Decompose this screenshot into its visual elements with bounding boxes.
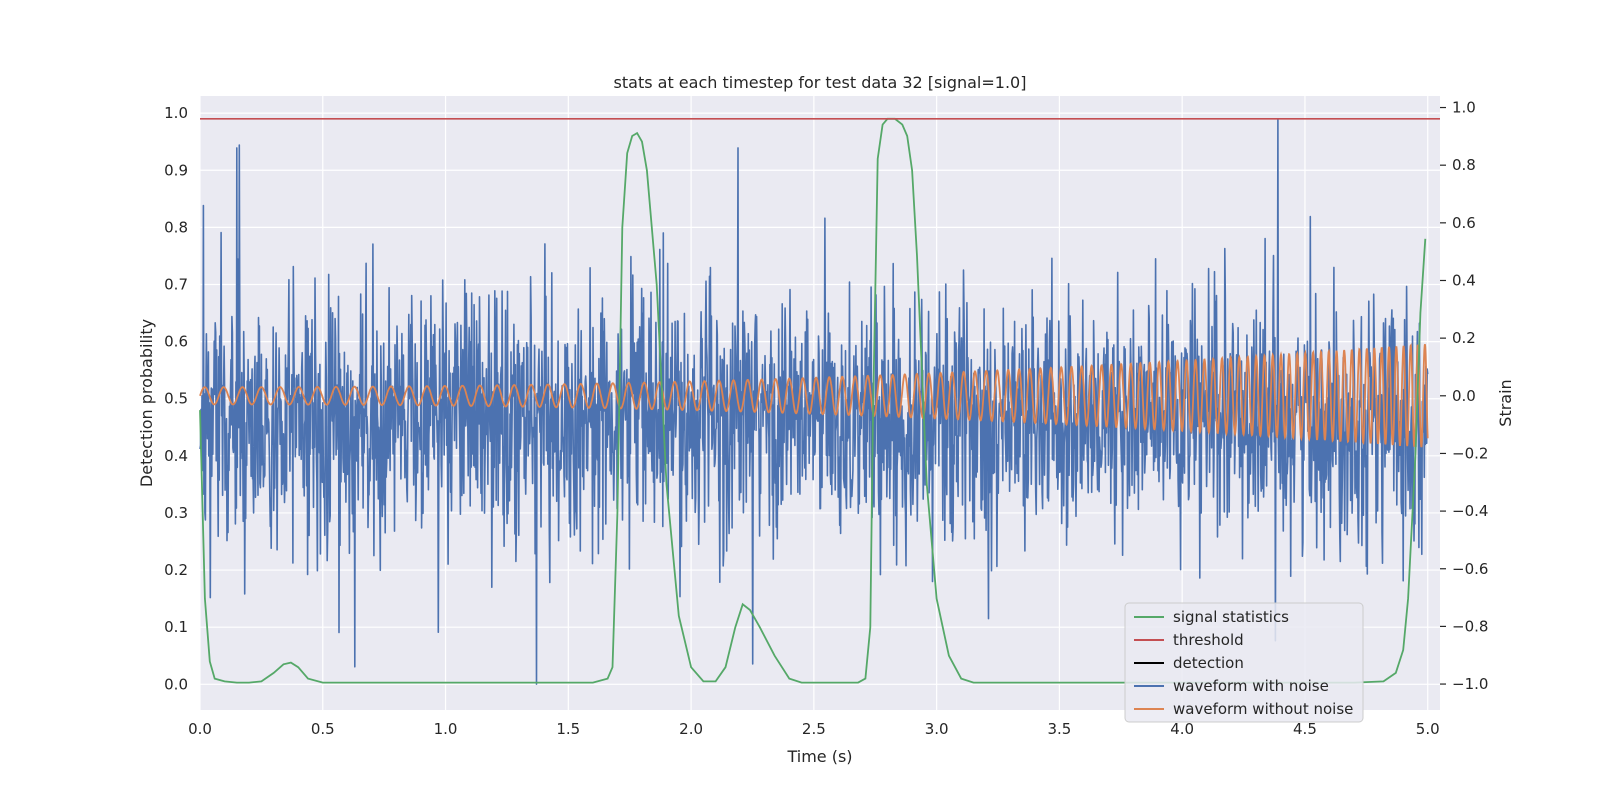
- right-y-tick-label: 1.0: [1452, 99, 1476, 117]
- y-tick-label: 0.0: [164, 675, 188, 693]
- right-y-axis-ticks: −1.0 −0.8 −0.6 −0.4 −0.2 0.0 0.2 0.4 0.6 0.8 1.0: [1440, 99, 1488, 693]
- legend: signal statistics threshold detection wa…: [1124, 602, 1364, 723]
- y-tick-label: 0.8: [164, 218, 188, 236]
- y-axis-ticks: 0.0 0.1 0.2 0.3 0.4 0.5 0.6 0.7 0.8 0.9 1.0: [164, 104, 188, 693]
- y-tick-label: 0.9: [164, 161, 188, 179]
- x-tick-label: 0.0: [188, 720, 212, 738]
- right-y-tick-label: −0.6: [1452, 560, 1488, 578]
- legend-box: [1124, 602, 1364, 723]
- y-axis-label: Detection probability: [137, 319, 156, 487]
- legend-label-waveform-with-noise: waveform with noise: [1173, 677, 1329, 695]
- y-tick-label: 0.3: [164, 504, 188, 522]
- y-tick-label: 0.4: [164, 447, 188, 465]
- x-tick-label: 1.5: [556, 720, 580, 738]
- waveform-with-noise-line: [199, 118, 1429, 685]
- x-tick-label: 1.0: [434, 720, 458, 738]
- y-tick-label: 0.1: [164, 618, 188, 636]
- right-y-tick-label: 0.6: [1452, 214, 1476, 232]
- right-y-tick-label: 0.4: [1452, 271, 1476, 289]
- waveform-without-noise-line: [199, 343, 1429, 448]
- y-tick-label: 0.7: [164, 275, 188, 293]
- x-tick-label: 4.5: [1293, 720, 1317, 738]
- right-y-axis-label: Strain: [1496, 379, 1515, 426]
- right-y-tick-label: 0.8: [1452, 156, 1476, 174]
- right-y-tick-label: −0.4: [1452, 502, 1488, 520]
- y-tick-label: 0.2: [164, 561, 188, 579]
- x-tick-label: 4.0: [1170, 720, 1194, 738]
- x-tick-label: 5.0: [1416, 720, 1440, 738]
- chart-title: stats at each timestep for test data 32 …: [614, 73, 1027, 92]
- signal-statistics-line: [199, 117, 1427, 684]
- x-tick-label: 2.5: [802, 720, 826, 738]
- legend-label-threshold: threshold: [1173, 631, 1244, 649]
- legend-label-waveform-without-noise: waveform without noise: [1173, 700, 1353, 718]
- x-axis-ticks: 0.0 0.5 1.0 1.5 2.0 2.5 3.0 3.5 4.0 4.5 5.0: [188, 720, 1440, 738]
- x-axis-label: Time (s): [786, 747, 852, 766]
- series-layer: [199, 117, 1440, 685]
- y-tick-label: 0.5: [164, 390, 188, 408]
- right-y-tick-label: −1.0: [1452, 675, 1488, 693]
- x-tick-label: 3.0: [925, 720, 949, 738]
- right-y-tick-label: 0.2: [1452, 329, 1476, 347]
- legend-label-signal-statistics: signal statistics: [1173, 608, 1289, 626]
- x-tick-label: 3.5: [1047, 720, 1071, 738]
- x-tick-label: 0.5: [311, 720, 335, 738]
- right-y-tick-label: −0.2: [1452, 444, 1488, 462]
- legend-label-detection: detection: [1173, 654, 1244, 672]
- right-y-tick-label: −0.8: [1452, 617, 1488, 635]
- y-tick-label: 1.0: [164, 104, 188, 122]
- right-y-tick-label: 0.0: [1452, 387, 1476, 405]
- y-tick-label: 0.6: [164, 333, 188, 351]
- x-tick-label: 2.0: [679, 720, 703, 738]
